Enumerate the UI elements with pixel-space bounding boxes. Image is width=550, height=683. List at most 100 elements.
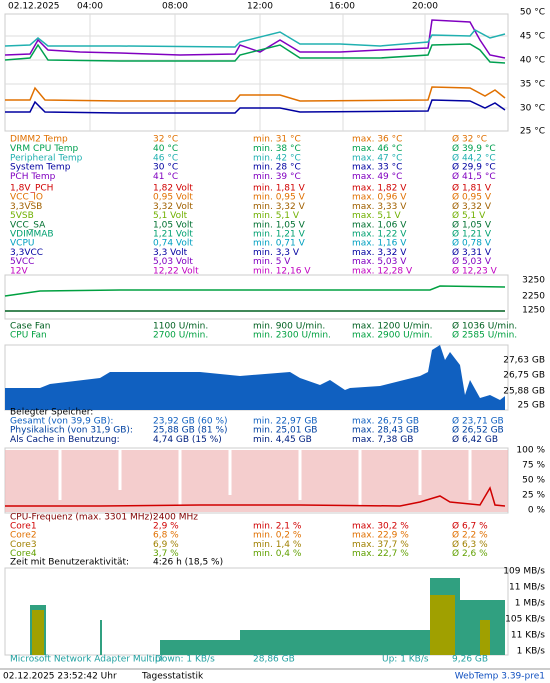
row-value: 0,74 Volt <box>153 239 193 249</box>
row-value: Ø 6,42 GB <box>452 434 498 445</box>
row-value: min. 2,1 % <box>253 522 302 532</box>
row-label: VCC_SA <box>10 220 46 230</box>
row-label: Core4 <box>10 549 37 559</box>
time-label: 20:00 <box>412 2 438 12</box>
status-version[interactable]: WebTemp 3.39-pre1 <box>455 672 545 682</box>
cpu-activity <box>5 450 508 512</box>
time-label: 12:00 <box>247 2 273 12</box>
row-value: Ø 12,23 V <box>452 265 498 276</box>
cpu-freq-value: 2400 MHz <box>153 513 198 523</box>
axis-label: 40 °C <box>520 56 545 66</box>
row-label: Peripheral Temp <box>10 153 83 163</box>
row-value: max. 28,43 GB <box>352 426 419 436</box>
memory-heading: Belegter Speicher: <box>10 408 93 418</box>
row-value: 40 °C <box>153 144 178 154</box>
row-label: 5VCC <box>10 257 34 267</box>
row-value: max. 1200 U/min. <box>352 322 433 332</box>
row-label: Physikalisch (von 31,9 GB): <box>10 426 133 436</box>
row-value: min. 25,01 GB <box>253 426 317 436</box>
row-value: Ø 2,6 % <box>452 548 488 559</box>
row-value: 1,82 Volt <box>153 184 193 194</box>
row-value: max. 1,06 V <box>352 220 407 230</box>
row-value: min. 0,71 V <box>253 239 306 249</box>
row-value: min. 0,4 % <box>253 549 302 559</box>
network-bars-up <box>32 595 490 655</box>
row-value: Ø 23,71 GB <box>452 416 504 427</box>
row-value: max. 1,16 V <box>352 239 407 249</box>
axis-label: 1 MB/s <box>515 599 546 609</box>
row-value: max. 22,7 % <box>352 549 409 559</box>
row-value: 3,3 Volt <box>153 248 188 258</box>
row-value: Ø 1,21 V <box>452 229 492 240</box>
row-value: max. 3,33 V <box>352 202 407 212</box>
row-label: 12V <box>10 266 28 276</box>
row-label: Core2 <box>10 531 37 541</box>
row-label: 3,3VSB <box>10 202 42 212</box>
time-label: 16:00 <box>329 2 355 12</box>
axis-label: 11 MB/s <box>509 583 545 593</box>
temp-graph <box>4 13 509 132</box>
row-label: System Temp <box>10 163 71 173</box>
row-value: max. 36 °C <box>352 135 402 145</box>
row-value: min. 5 V <box>253 257 291 267</box>
row-label: 1,8V_PCH <box>10 184 53 194</box>
row-value: 5,03 Volt <box>153 257 193 267</box>
row-value: min. 12,16 V <box>253 266 311 276</box>
memory-area <box>5 345 505 410</box>
row-value: 0,95 Volt <box>153 193 193 203</box>
row-value: 32 °C <box>153 135 178 145</box>
row-value: Ø 0,95 V <box>452 192 492 203</box>
axis-label: 3250 <box>522 276 545 286</box>
status-datetime: 02.12.2025 23:52:42 Uhr <box>3 672 117 682</box>
time-label: 08:00 <box>162 2 188 12</box>
row-value: Ø 5,1 V <box>452 210 486 221</box>
row-value: max. 47 °C <box>352 153 402 163</box>
network-text: 28,86 GB <box>253 655 295 665</box>
row-value: 3,7 % <box>153 549 179 559</box>
row-value: min. 0,95 V <box>253 193 306 203</box>
axis-label: 109 MB/s <box>503 567 545 577</box>
row-value: max. 49 °C <box>352 172 402 182</box>
row-value: 5,1 Volt <box>153 211 188 221</box>
temp-lines <box>4 19 506 114</box>
axis-label: 2250 <box>522 292 545 302</box>
axis-label: 26,75 GB <box>503 371 545 381</box>
network-text: Down: 1 KB/s <box>155 655 215 665</box>
row-value: min. 28 °C <box>253 163 301 173</box>
row-value: Ø 3,32 V <box>452 201 492 212</box>
row-value: Ø 1036 U/min. <box>452 321 517 332</box>
row-value: 2700 U/min. <box>153 331 208 341</box>
row-value: Ø 2585 U/min. <box>452 330 517 341</box>
row-value: max. 37,7 % <box>352 540 409 550</box>
cpu-line <box>5 486 506 507</box>
row-value: 1,21 Volt <box>153 230 193 240</box>
row-label: VCC_IO <box>10 193 43 203</box>
row-label: Case Fan <box>10 322 50 332</box>
row-label: 5VSB <box>10 211 34 221</box>
row-value: max. 1,82 V <box>352 184 407 194</box>
row-value: max. 30,2 % <box>352 522 409 532</box>
row-value: max. 7,38 GB <box>352 435 413 445</box>
row-value: 41 °C <box>153 172 178 182</box>
axis-label: 50 °C <box>520 8 545 18</box>
row-label: VCPU <box>10 239 34 249</box>
status-link[interactable]: Tagesstatistik <box>141 672 204 682</box>
cpu-freq-label: CPU-Frequenz (max. 3301 MHz): <box>10 513 156 523</box>
row-value: max. 33 °C <box>352 163 402 173</box>
row-value: min. 42 °C <box>253 153 301 163</box>
row-value: min. 3,32 V <box>253 202 306 212</box>
row-value: max. 22,9 % <box>352 531 409 541</box>
row-value: min. 22,97 GB <box>253 417 317 427</box>
row-value: min. 1,81 V <box>253 184 306 194</box>
axis-label: 11 KB/s <box>511 631 545 641</box>
row-value: Ø 1,81 V <box>452 183 492 194</box>
row-value: max. 5,03 V <box>352 257 407 267</box>
row-value: min. 31 °C <box>253 135 301 145</box>
time-label: 02.12.2025 <box>8 2 60 12</box>
row-value: 3,32 Volt <box>153 202 193 212</box>
row-label: Core1 <box>10 522 37 532</box>
row-value: max. 26,75 GB <box>352 417 419 427</box>
activity-value: 4:26 h (18,5 %) <box>153 558 223 568</box>
time-label: 04:00 <box>77 2 103 12</box>
